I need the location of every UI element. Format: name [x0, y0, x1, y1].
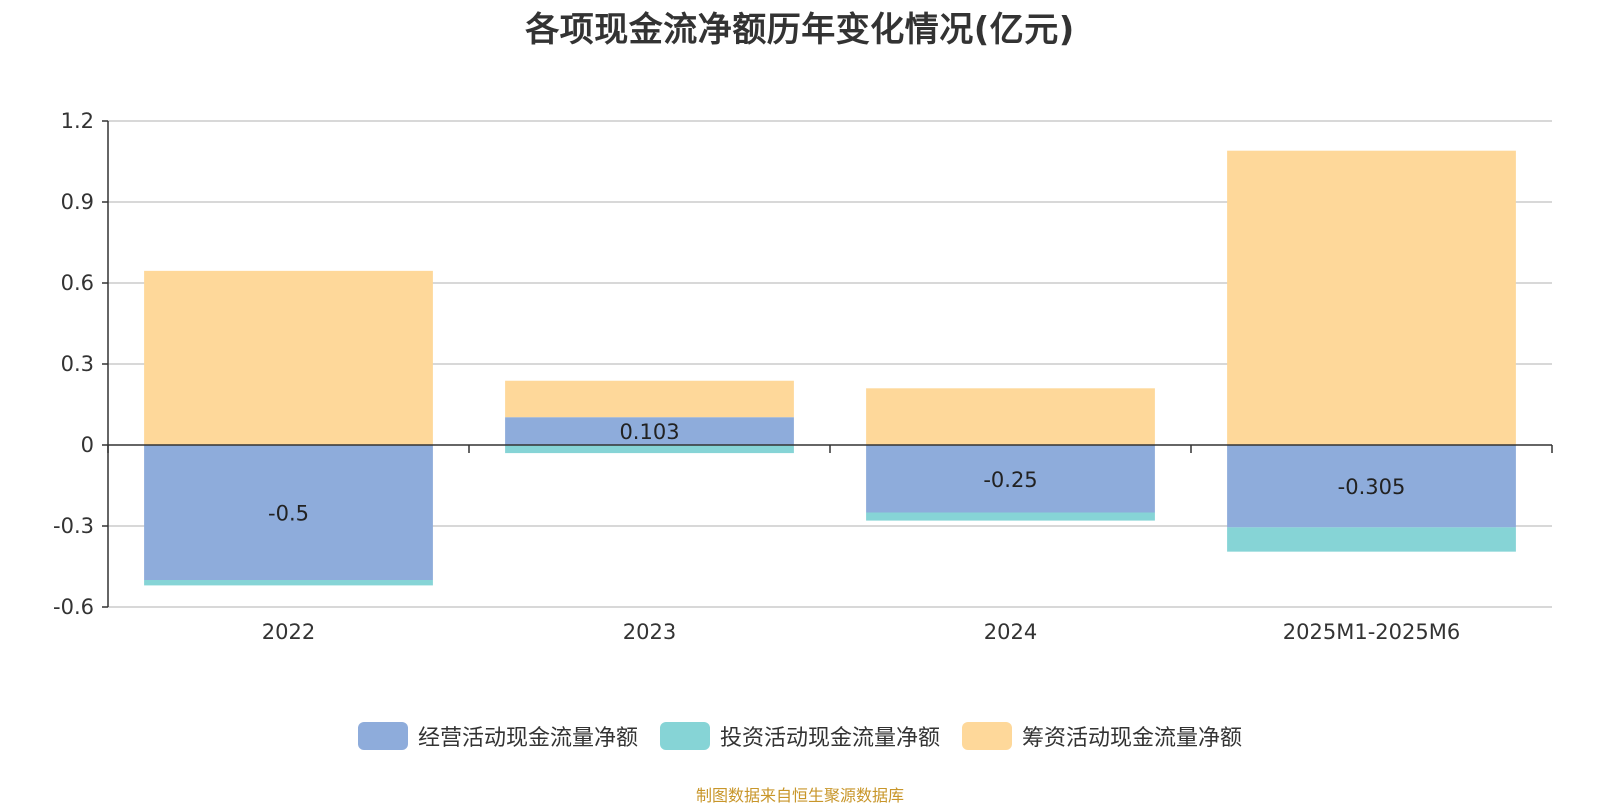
x-tick-label: 2025M1-2025M6: [1283, 620, 1460, 644]
legend: 经营活动现金流量净额 投资活动现金流量净额 筹资活动现金流量净额: [0, 720, 1600, 752]
data-label: 0.103: [619, 420, 679, 444]
bar-segment: [1227, 445, 1516, 528]
data-label: -0.5: [268, 502, 309, 526]
bars: [144, 150, 1516, 586]
source-note: 制图数据来自恒生聚源数据库: [695, 786, 904, 805]
y-tick-label: 0.9: [61, 190, 94, 214]
data-label: -0.305: [1338, 475, 1406, 499]
bar-segment: [144, 580, 433, 586]
chart-title: 各项现金流净额历年变化情况(亿元): [525, 10, 1075, 50]
bar-segment: [505, 445, 794, 454]
y-tick-label: 0.3: [61, 352, 94, 376]
bar-segment: [505, 417, 794, 445]
y-tick-label: 0.6: [61, 271, 94, 295]
legend-swatch: [357, 722, 408, 750]
data-labels: -0.5 0.103 -0.25 -0.305: [268, 420, 1405, 525]
y-tick-label: -0.3: [53, 514, 94, 538]
y-tick-label: 0: [81, 433, 94, 457]
legend-label: 筹资活动现金流量净额: [1022, 726, 1243, 751]
legend-swatch: [962, 722, 1012, 750]
legend-item[interactable]: 投资活动现金流量净额: [659, 720, 940, 752]
x-tick-label: 2022: [262, 620, 315, 644]
data-label: -0.25: [983, 468, 1037, 492]
y-tick-label: 1.2: [61, 109, 94, 133]
bar-segment: [505, 380, 794, 418]
bar-segment: [144, 270, 433, 445]
x-tick-label: 2024: [984, 620, 1037, 644]
x-tick-label: 2023: [623, 620, 676, 644]
legend-item[interactable]: 经营活动现金流量净额: [357, 720, 638, 752]
legend-item[interactable]: 筹资活动现金流量净额: [962, 720, 1242, 752]
bar-segment: [866, 512, 1155, 521]
y-tick-label: -0.6: [53, 595, 94, 619]
bar-segment: [1227, 527, 1516, 552]
legend-label: 投资活动现金流量净额: [719, 726, 940, 751]
legend-swatch: [659, 722, 710, 750]
bar-segment: [866, 388, 1155, 445]
bar-segment: [144, 445, 433, 580]
legend-label: 经营活动现金流量净额: [417, 726, 638, 751]
bar-segment: [866, 445, 1155, 513]
axes: 1.2 0.9 0.6 0.3 0 -0.3 -0.6 2022 2023 2024 2025M1-…: [53, 109, 1553, 644]
bar-segment: [1227, 150, 1516, 445]
